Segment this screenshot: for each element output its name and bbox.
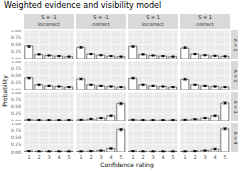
svg-text:3: 3 [99, 154, 102, 160]
svg-text:4: 4 [109, 154, 112, 160]
svg-text:0.25: 0.25 [11, 111, 21, 116]
svg-text:1: 1 [79, 154, 82, 160]
html-text:Probability: Probability [0, 75, 8, 107]
svg-text:5: 5 [223, 154, 226, 160]
html-text:S = -1: S = -1 [93, 14, 109, 20]
svg-text:0.50: 0.50 [11, 135, 21, 140]
svg-text:5: 5 [67, 154, 70, 160]
html-text:incorrect: incorrect [38, 21, 60, 27]
svg-text:4: 4 [213, 154, 216, 160]
svg-text:2: 2 [37, 154, 40, 160]
svg-text:0.75: 0.75 [11, 35, 21, 40]
svg-text:1: 1 [183, 154, 186, 160]
svg-text:5: 5 [171, 154, 174, 160]
html-text:correct: correct [92, 21, 110, 27]
svg-text:1.00: 1.00 [11, 30, 21, 33]
html-text:A = 2: A = 2 [232, 69, 237, 82]
svg-text:0.00: 0.00 [11, 88, 21, 90]
svg-text:0.50: 0.50 [11, 42, 21, 47]
svg-text:1.00: 1.00 [11, 92, 21, 95]
svg-text:0.00: 0.00 [11, 119, 21, 121]
svg-text:0.75: 0.75 [11, 97, 21, 102]
svg-text:0.50: 0.50 [11, 73, 21, 78]
svg-text:2: 2 [89, 154, 92, 160]
html-text:Weighted evidence and visibili: Weighted evidence and visibility model [4, 1, 162, 10]
svg-text:5: 5 [119, 154, 122, 160]
svg-text:0.75: 0.75 [11, 128, 21, 133]
svg-text:0.25: 0.25 [11, 49, 21, 54]
svg-text:3: 3 [47, 154, 50, 160]
svg-text:3: 3 [151, 154, 154, 160]
svg-text:0.00: 0.00 [11, 150, 21, 155]
svg-text:0.25: 0.25 [11, 80, 21, 85]
html-text:correct: correct [196, 21, 214, 27]
svg-text:4: 4 [161, 154, 164, 160]
svg-text:0.25: 0.25 [11, 142, 21, 147]
html-text:A = 4: A = 4 [232, 131, 237, 144]
html-text:S = 1: S = 1 [198, 14, 212, 20]
html-text:Confidence rating: Confidence rating [100, 161, 154, 168]
svg-text:1.00: 1.00 [11, 61, 21, 64]
svg-text:2: 2 [141, 154, 144, 160]
svg-text:1: 1 [27, 154, 30, 160]
svg-text:0.75: 0.75 [11, 66, 21, 71]
svg-text:0.50: 0.50 [11, 104, 21, 109]
svg-text:3: 3 [203, 154, 206, 160]
svg-text:0.00: 0.00 [11, 57, 21, 59]
html-text:S = 1: S = 1 [146, 14, 160, 20]
svg-text:1.00: 1.00 [11, 123, 21, 126]
html-text:A = 3: A = 3 [232, 100, 237, 113]
html-text:A = 1: A = 1 [232, 38, 237, 51]
svg-text:2: 2 [193, 154, 196, 160]
html-text:S = -1: S = -1 [41, 14, 57, 20]
html-text:incorrect: incorrect [142, 21, 164, 27]
svg-text:1: 1 [131, 154, 134, 160]
svg-text:4: 4 [57, 154, 60, 160]
